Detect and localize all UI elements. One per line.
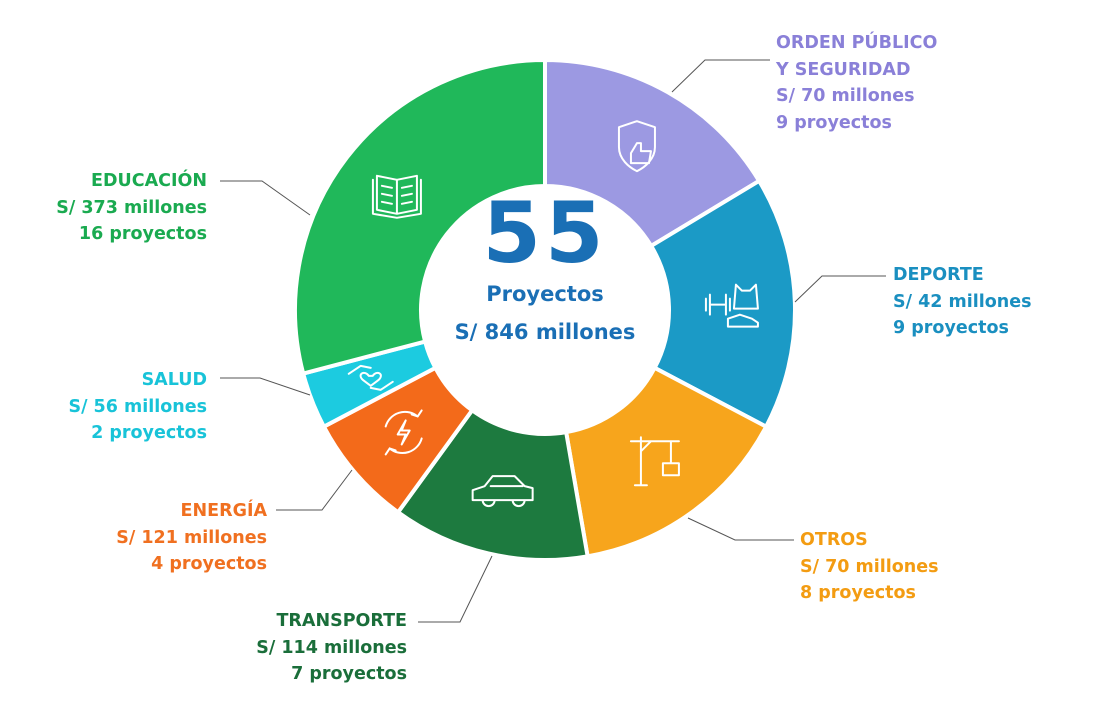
total-amount: S/ 846 millones	[454, 320, 636, 344]
category-label: DEPORTE S/ 42 millones 9 proyectos	[893, 262, 1032, 342]
energy-bolt-icon	[384, 409, 423, 456]
category-title: DEPORTE	[893, 265, 984, 285]
leader-line	[671, 59, 770, 93]
total-projects-label: Proyectos	[486, 282, 604, 306]
open-book-icon	[371, 174, 422, 219]
slice-otros	[563, 365, 769, 559]
category-projects: 8 proyectos	[800, 583, 916, 603]
category-projects: 2 proyectos	[91, 423, 207, 443]
category-label: OTROS S/ 70 millones 8 proyectos	[800, 527, 939, 607]
dumbbell-shirt-shoe-icon	[704, 283, 759, 328]
category-amount: S/ 114 millones	[256, 637, 407, 658]
shield-thumbs-up-icon	[617, 120, 656, 173]
car-icon	[471, 475, 534, 508]
total-projects-count: 55	[482, 184, 608, 282]
category-amount: S/ 70 millones	[776, 86, 915, 106]
category-projects: 16 proyectos	[78, 224, 207, 244]
leader-line	[276, 469, 353, 511]
category-title: ENERGÍA	[180, 501, 267, 521]
category-projects: 4 proyectos	[151, 554, 267, 574]
category-label: SALUD S/ 56 millones 2 proyectos	[68, 367, 207, 447]
crane-icon	[629, 436, 680, 487]
category-amount: S/ 70 millones	[800, 556, 939, 577]
center-summary: 55 Proyectos S/ 846 millones	[420, 185, 670, 345]
leader-line	[687, 517, 794, 541]
category-projects: 9 proyectos	[776, 112, 892, 133]
slice-educaci-n	[293, 57, 547, 376]
category-title: ORDEN PÚBLICO	[776, 33, 938, 53]
category-label: TRANSPORTE S/ 114 millones 7 proyectos	[256, 608, 407, 688]
category-title: EDUCACIÓN	[91, 171, 207, 191]
category-title: Y SEGURIDAD	[776, 59, 911, 80]
category-label: EDUCACIÓN S/ 373 millones 16 proyectos	[56, 168, 207, 248]
category-title: TRANSPORTE	[276, 611, 408, 631]
category-amount: S/ 42 millones	[893, 291, 1032, 312]
category-title: SALUD	[141, 370, 207, 390]
leader-line	[220, 377, 311, 396]
hands-heart-icon	[347, 364, 394, 391]
category-projects: 9 proyectos	[893, 318, 1009, 338]
category-label: ENERGÍA S/ 121 millones 4 proyectos	[116, 498, 267, 578]
category-amount: S/ 373 millones	[56, 197, 207, 218]
category-amount: S/ 56 millones	[68, 396, 207, 417]
leader-line	[220, 180, 311, 216]
leader-line	[794, 275, 886, 303]
category-title: OTROS	[800, 530, 868, 550]
category-projects: 7 proyectos	[291, 664, 407, 684]
category-amount: S/ 121 millones	[116, 527, 267, 548]
category-label: ORDEN PÚBLICO Y SEGURIDAD S/ 70 millones 9 …	[776, 30, 937, 136]
leader-line	[418, 555, 493, 623]
slice-orden-p-blico-y-seguridad	[543, 57, 762, 249]
